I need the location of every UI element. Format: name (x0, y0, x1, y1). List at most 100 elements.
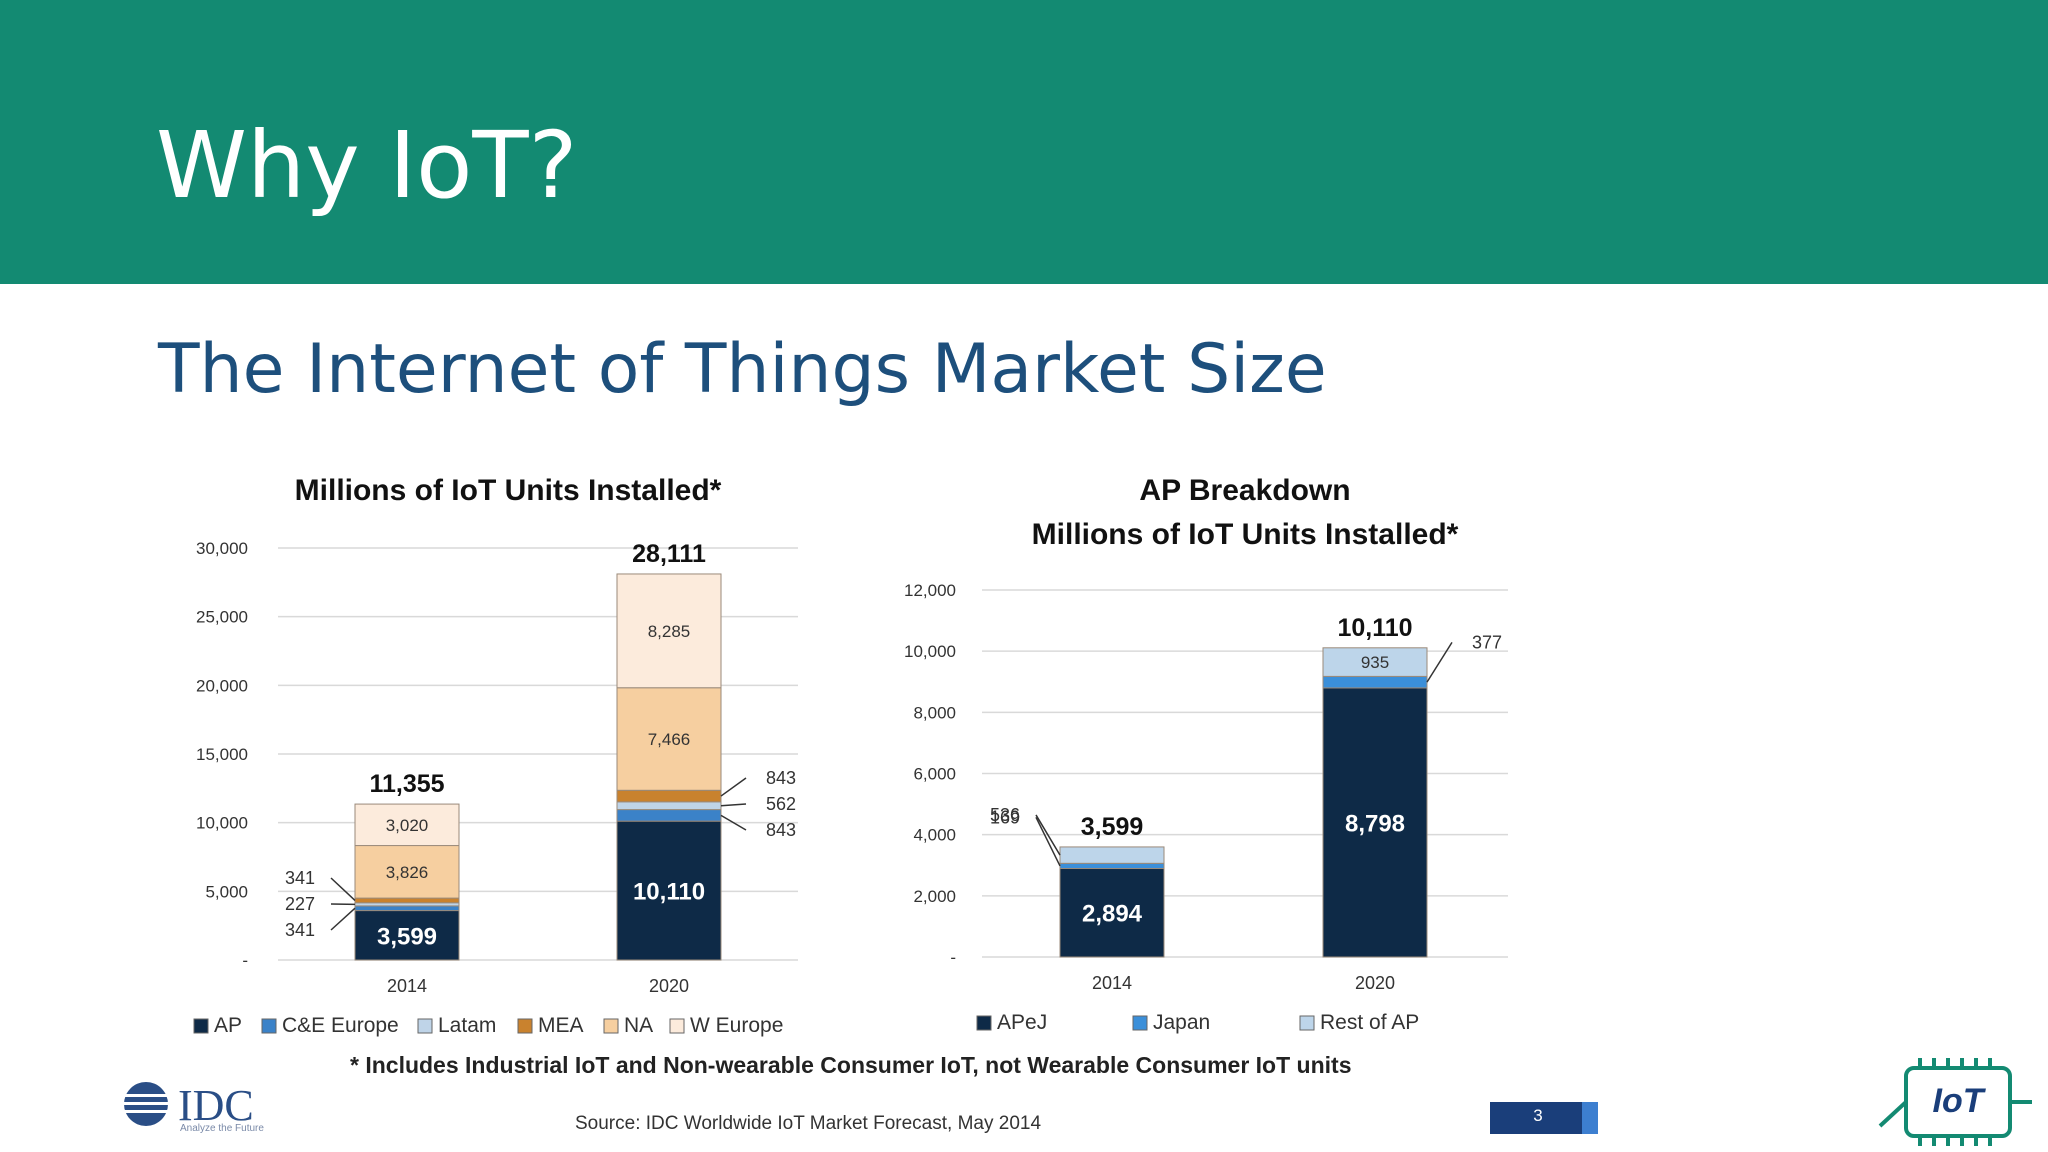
bar-segment (1059, 862, 1165, 869)
y-tick-label: 20,000 (196, 676, 248, 695)
legend-label: Latam (438, 1014, 496, 1037)
iot-chip-logo-icon: IoT (1878, 1058, 2032, 1146)
legend-swatch (1132, 1015, 1148, 1031)
bar-value-label: 3,599 (377, 923, 437, 950)
bar-segment (1059, 867, 1165, 958)
chart-title: Millions of IoT Units Installed* (295, 474, 722, 507)
label-leader-line (720, 777, 747, 797)
legend-label: AP (214, 1014, 242, 1037)
y-tick-label: 6,000 (913, 765, 956, 784)
label-leader-line (1035, 816, 1061, 867)
legend-swatch (193, 1018, 209, 1034)
legend-label: W Europe (690, 1014, 783, 1037)
label-leader-line (720, 803, 747, 807)
bar-value-label: 935 (1361, 653, 1389, 672)
header-bar: Why IoT? (0, 0, 2048, 284)
legend-label: Rest of AP (1320, 1011, 1419, 1034)
bar-segment (616, 789, 722, 803)
bar-value-label: 10,110 (633, 879, 705, 906)
bar-value-label: 562 (766, 794, 796, 814)
footnote: * Includes Industrial IoT and Non-wearab… (350, 1052, 1352, 1078)
bar-value-label: 7,466 (648, 730, 691, 749)
label-leader-line (720, 814, 747, 831)
bar-total-label: 10,110 (1337, 614, 1412, 642)
bar-total-label: 3,599 (1081, 813, 1144, 841)
x-tick-label: 2014 (1092, 973, 1132, 993)
bar-segment (616, 573, 722, 689)
y-tick-label: 15,000 (196, 745, 248, 764)
bar-value-label: 3,020 (386, 816, 429, 835)
page-number: 3 (1533, 1106, 1543, 1125)
bar-value-label: 843 (766, 768, 796, 788)
legend-swatch (517, 1018, 533, 1034)
bar-segment (1322, 647, 1428, 677)
bar-value-label: 341 (285, 868, 315, 888)
y-tick-label: 4,000 (913, 826, 956, 845)
y-tick-label: - (242, 951, 248, 970)
bar-segment (1322, 687, 1428, 958)
legend-swatch (417, 1018, 433, 1034)
label-leader-line (1035, 814, 1061, 856)
y-tick-label: 10,000 (904, 642, 956, 661)
y-tick-label: 25,000 (196, 608, 248, 627)
bar-value-label: 536 (990, 805, 1020, 825)
legend-label: NA (624, 1014, 653, 1037)
legend-swatch (603, 1018, 619, 1034)
x-tick-label: 2014 (387, 976, 427, 996)
y-tick-label: 8,000 (913, 703, 956, 722)
bar-segment (354, 910, 460, 961)
page-number-box (1490, 1102, 1598, 1134)
bar-segment (616, 809, 722, 822)
legend-swatch (669, 1018, 685, 1034)
idc-logo-text: IDC (178, 1081, 254, 1130)
bar-segment (354, 897, 460, 904)
y-tick-label: 2,000 (913, 887, 956, 906)
bar-value-label: 8,798 (1345, 810, 1405, 837)
chart-title: Millions of IoT Units Installed* (1032, 518, 1459, 551)
bar-segment (354, 905, 460, 912)
bar-segment (1059, 846, 1165, 864)
bar-value-label: 169 (990, 807, 1020, 827)
bar-value-label: 8,285 (648, 622, 691, 641)
bar-value-label: 3,826 (386, 863, 429, 882)
bar-total-label: 11,355 (369, 770, 444, 798)
bar-segment (1322, 675, 1428, 689)
legend-swatch (1299, 1015, 1315, 1031)
bar-total-label: 28,111 (632, 540, 706, 568)
y-tick-label: - (950, 948, 956, 967)
bar-value-label: 377 (1472, 632, 1502, 652)
chart-title: AP Breakdown (1139, 474, 1350, 507)
label-leader-line (1426, 641, 1453, 683)
bar-value-label: 843 (766, 820, 796, 840)
slide-title: Why IoT? (156, 112, 578, 219)
legend-label: APeJ (997, 1011, 1047, 1034)
bar-value-label: 2,894 (1082, 901, 1143, 928)
bar-segment (354, 845, 460, 899)
y-tick-label: 30,000 (196, 539, 248, 558)
x-tick-label: 2020 (649, 976, 689, 996)
slide-subtitle: The Internet of Things Market Size (158, 330, 1327, 409)
legend-label: MEA (538, 1014, 584, 1037)
legend-label: C&E Europe (282, 1014, 399, 1037)
label-leader-line (330, 907, 356, 931)
label-leader-line (330, 877, 356, 901)
legend-swatch (261, 1018, 277, 1034)
y-tick-label: 12,000 (904, 581, 956, 600)
bar-value-label: 227 (285, 894, 315, 914)
legend-swatch (976, 1015, 992, 1031)
bar-value-label: 341 (285, 920, 315, 940)
x-tick-label: 2020 (1355, 973, 1395, 993)
y-tick-label: 5,000 (205, 882, 248, 901)
bar-segment (354, 803, 460, 847)
legend-label: Japan (1153, 1011, 1210, 1034)
page-number-accent (1582, 1102, 1598, 1134)
idc-globe-icon (122, 1082, 170, 1126)
bar-segment (616, 820, 722, 961)
iot-badge-text: IoT (1933, 1082, 1987, 1120)
bar-segment (616, 687, 722, 791)
y-tick-label: 10,000 (196, 814, 248, 833)
source-note: Source: IDC Worldwide IoT Market Forecas… (575, 1113, 1042, 1134)
idc-logo-tagline: Analyze the Future (180, 1123, 264, 1134)
bar-segment (616, 801, 722, 811)
